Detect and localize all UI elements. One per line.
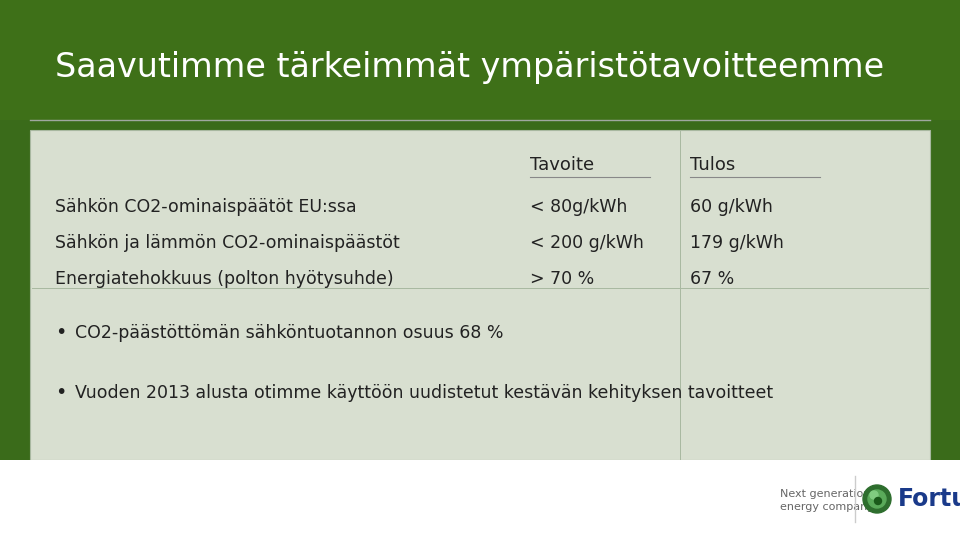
Bar <box>30 130 930 460</box>
Circle shape <box>875 498 881 505</box>
Text: Sähkön ja lämmön CO2-ominaispäästöt: Sähkön ja lämmön CO2-ominaispäästöt <box>55 234 399 252</box>
Circle shape <box>870 491 878 499</box>
Text: •: • <box>55 383 66 403</box>
Text: Vuoden 2013 alusta otimme käyttöön uudistetut kestävän kehityksen tavoitteet: Vuoden 2013 alusta otimme käyttöön uudis… <box>75 384 773 402</box>
Text: < 80g/kWh: < 80g/kWh <box>530 198 628 216</box>
Text: energy company: energy company <box>780 502 874 512</box>
Bar <box>0 460 960 534</box>
Text: 67 %: 67 % <box>690 270 734 288</box>
Text: Next generation: Next generation <box>780 489 871 499</box>
Text: 60 g/kWh: 60 g/kWh <box>690 198 773 216</box>
Text: < 200 g/kWh: < 200 g/kWh <box>530 234 644 252</box>
Text: Saavutimme tärkeimmät ympäristötavoitteemme: Saavutimme tärkeimmät ympäristötavoittee… <box>55 51 884 83</box>
Circle shape <box>863 485 891 513</box>
Text: Tavoite: Tavoite <box>530 156 594 174</box>
Text: Fortum: Fortum <box>898 487 960 511</box>
Text: > 70 %: > 70 % <box>530 270 594 288</box>
Text: •: • <box>55 324 66 342</box>
Circle shape <box>868 490 886 508</box>
Text: Energiatehokkuus (polton hyötysuhde): Energiatehokkuus (polton hyötysuhde) <box>55 270 394 288</box>
Text: CO2-päästöttömän sähköntuotannon osuus 68 %: CO2-päästöttömän sähköntuotannon osuus 6… <box>75 324 503 342</box>
Text: Tulos: Tulos <box>690 156 735 174</box>
Text: 179 g/kWh: 179 g/kWh <box>690 234 784 252</box>
Text: Sähkön CO2-ominaispäätöt EU:ssa: Sähkön CO2-ominaispäätöt EU:ssa <box>55 198 356 216</box>
Bar <box>0 0 960 120</box>
